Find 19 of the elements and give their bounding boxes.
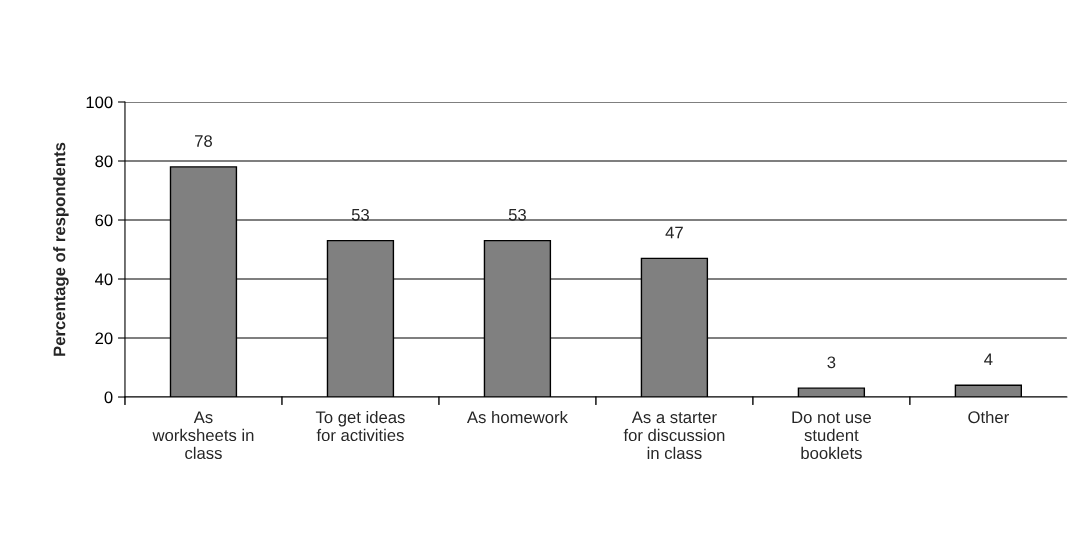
y-tick-label: 0: [104, 391, 113, 404]
x-tick-label: As homework: [466, 410, 568, 424]
x-tick-label: Do not use student booklets: [792, 411, 871, 460]
data-label: 53: [351, 208, 369, 221]
y-tick-label: 40: [95, 273, 113, 286]
y-tick-label: 80: [95, 155, 113, 168]
x-tick-label: As a starter for discussion in class: [623, 411, 725, 460]
y-tick-label: 60: [95, 214, 113, 227]
data-label: 53: [508, 208, 526, 221]
x-tick-label: As worksheets in class: [152, 411, 254, 460]
data-label: 47: [665, 226, 683, 239]
data-label: 78: [195, 135, 213, 147]
x-tick-label: To get ideas for activities: [315, 410, 405, 442]
data-label: 3: [827, 356, 836, 369]
y-axis-title: Percentage of respondents: [53, 142, 69, 356]
x-tick-label: Other: [968, 410, 1009, 424]
y-tick-label: 100: [86, 96, 113, 109]
data-label: 4: [984, 353, 993, 366]
y-tick-label: 20: [95, 332, 113, 345]
